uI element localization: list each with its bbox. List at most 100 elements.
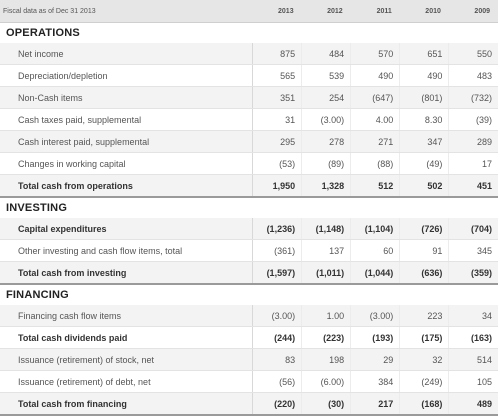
value-cell: 484 <box>301 43 351 65</box>
value-cell: (732) <box>448 86 498 109</box>
value-cell: 502 <box>399 174 449 198</box>
row-label: Cash taxes paid, supplemental <box>0 108 253 131</box>
year-header: 2013 <box>252 0 302 23</box>
table-row: Total cash from operations 1,950 1,328 512 5… <box>0 174 498 198</box>
value-cell: 289 <box>448 130 498 153</box>
table-row: Net income 875 484 570 651 550 <box>0 43 498 65</box>
row-label: Depreciation/depletion <box>0 64 253 87</box>
row-label: Cash interest paid, supplemental <box>0 130 253 153</box>
value-cell: 489 <box>448 392 498 416</box>
table-row: Total cash from investing (1,597) (1,011)(… <box>0 261 498 285</box>
value-cell: (175) <box>399 326 449 349</box>
value-cell: 1,328 <box>301 174 351 198</box>
value-cell: (704) <box>448 218 498 240</box>
value-cell: (359) <box>448 261 498 285</box>
value-cell: 32 <box>399 348 449 371</box>
value-cell: (6.00) <box>301 370 351 393</box>
value-cell: 8.30 <box>399 108 449 131</box>
value-cell: 137 <box>301 239 351 262</box>
section-header: FINANCING <box>0 284 498 305</box>
value-cell: (53) <box>251 152 302 175</box>
year-header: 2010 <box>399 0 449 23</box>
header-row: Fiscal data as of Dec 31 2013 2013 2012 … <box>0 0 498 23</box>
row-label: Changes in working capital <box>0 152 253 175</box>
table-row: Capital expenditures (1,236) (1,148) (1,104… <box>0 218 498 240</box>
value-cell: 105 <box>448 370 498 393</box>
value-cell: (56) <box>251 370 302 393</box>
value-cell: 490 <box>399 64 449 87</box>
value-cell: (1,597) <box>251 261 302 285</box>
value-cell: 1,950 <box>251 174 302 198</box>
value-cell: 451 <box>448 174 498 198</box>
value-cell: (49) <box>399 152 449 175</box>
value-cell: (1,148) <box>301 218 351 240</box>
value-cell: (223) <box>301 326 351 349</box>
value-cell: (220) <box>251 392 302 416</box>
value-cell: (244) <box>251 326 302 349</box>
value-cell: (801) <box>399 86 449 109</box>
value-cell: 565 <box>251 64 302 87</box>
value-cell: (193) <box>350 326 400 349</box>
value-cell: (1,236) <box>251 218 302 240</box>
value-cell: 34 <box>448 305 498 327</box>
value-cell: 483 <box>448 64 498 87</box>
value-cell: 29 <box>350 348 400 371</box>
value-cell: 4.00 <box>350 108 400 131</box>
row-label: Non-Cash items <box>0 86 253 109</box>
section-title: FINANCING <box>0 284 498 305</box>
value-cell: 570 <box>350 43 400 65</box>
value-cell: (88) <box>350 152 400 175</box>
value-cell: 351 <box>251 86 302 109</box>
row-label: Issuance (retirement) of stock, net <box>0 348 253 371</box>
value-cell: 254 <box>301 86 351 109</box>
value-cell: 295 <box>251 130 302 153</box>
value-cell: 83 <box>251 348 302 371</box>
value-cell: (1,104) <box>350 218 400 240</box>
row-label: Total cash dividends paid <box>0 326 253 349</box>
row-label: Capital expenditures <box>0 218 253 240</box>
row-label: Total cash from financing <box>0 392 253 416</box>
value-cell: 31 <box>251 108 302 131</box>
value-cell: (3.00) <box>350 305 400 327</box>
value-cell: (3.00) <box>251 305 302 327</box>
value-cell: (726) <box>399 218 449 240</box>
table-row: Changes in working capital (53) (89) (88) (4… <box>0 152 498 175</box>
section-header: INVESTING <box>0 197 498 218</box>
value-cell: (163) <box>448 326 498 349</box>
value-cell: 91 <box>399 239 449 262</box>
table-row: Depreciation/depletion 565 539 490 490 483 <box>0 64 498 87</box>
row-label: Financing cash flow items <box>0 305 253 327</box>
value-cell: 651 <box>399 43 449 65</box>
value-cell: (1,011) <box>301 261 351 285</box>
value-cell: 198 <box>301 348 351 371</box>
table-row: Issuance (retirement) of stock, net 83 198… <box>0 348 498 371</box>
value-cell: 550 <box>448 43 498 65</box>
table-row: Cash interest paid, supplemental 295 278 27… <box>0 130 498 153</box>
row-label: Issuance (retirement) of debt, net <box>0 370 253 393</box>
value-cell: 17 <box>448 152 498 175</box>
value-cell: 271 <box>350 130 400 153</box>
value-cell: 512 <box>350 174 400 198</box>
value-cell: (636) <box>399 261 449 285</box>
section-title: INVESTING <box>0 197 498 218</box>
year-header: 2009 <box>448 0 498 23</box>
value-cell: (3.00) <box>301 108 351 131</box>
value-cell: 1.00 <box>301 305 351 327</box>
table-row: Cash taxes paid, supplemental 31 (3.00) 4.0… <box>0 108 498 131</box>
value-cell: 514 <box>448 348 498 371</box>
value-cell: 875 <box>251 43 302 65</box>
row-label: Net income <box>0 43 253 65</box>
value-cell: (30) <box>301 392 351 416</box>
year-header: 2011 <box>350 0 400 23</box>
value-cell: 223 <box>399 305 449 327</box>
value-cell: (39) <box>448 108 498 131</box>
value-cell: 345 <box>448 239 498 262</box>
value-cell: (647) <box>350 86 400 109</box>
value-cell: (89) <box>301 152 351 175</box>
value-cell: (168) <box>399 392 449 416</box>
section-title: OPERATIONS <box>0 22 498 43</box>
table-row: Issuance (retirement) of debt, net (56) (6… <box>0 370 498 393</box>
row-label: Total cash from operations <box>0 174 253 198</box>
